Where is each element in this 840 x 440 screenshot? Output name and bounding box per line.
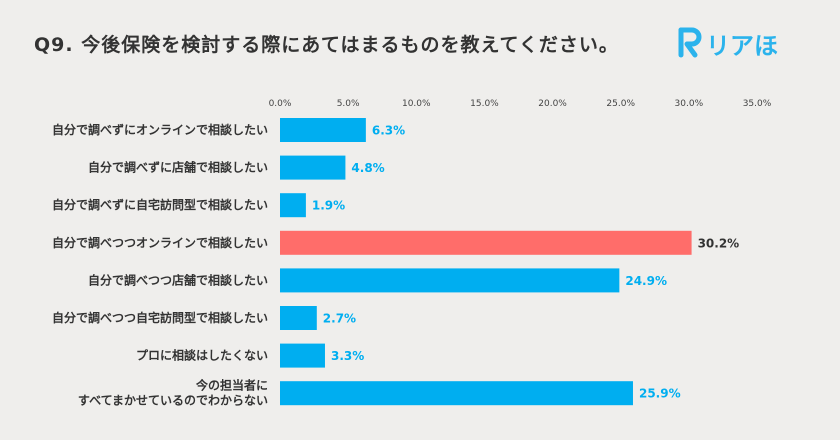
data-label: 1.9%: [312, 199, 345, 213]
bar: [280, 193, 306, 218]
bar: [280, 118, 366, 142]
bar: [280, 155, 346, 180]
x-tick-label: 0.0%: [269, 99, 292, 109]
data-label: 24.9%: [625, 274, 667, 288]
category-label: 今の担当者にすべてまかせているのでわからない: [78, 378, 268, 408]
bar: [280, 381, 633, 406]
x-tick-label: 35.0%: [743, 99, 772, 109]
bar-highlight: [280, 230, 692, 255]
bar: [280, 343, 325, 368]
x-tick-label: 10.0%: [402, 99, 431, 109]
category-label: プロに相談はしたくない: [136, 348, 268, 363]
data-label: 4.8%: [351, 161, 384, 175]
category-label: 自分で調べつつ店舗で相談したい: [88, 272, 268, 287]
category-label: 自分で調べずにオンラインで相談したい: [52, 122, 268, 137]
category-label: 自分で調べつつ自宅訪問型で相談したい: [52, 310, 268, 325]
category-label: 自分で調べつつオンラインで相談したい: [52, 235, 268, 250]
data-label: 2.7%: [323, 312, 356, 326]
data-label: 30.2%: [698, 236, 740, 250]
logo-r-icon: [678, 27, 702, 58]
bar: [280, 306, 317, 330]
x-tick-label: 15.0%: [470, 99, 499, 109]
x-tick-label: 5.0%: [337, 99, 360, 109]
category-label: 自分で調べずに自宅訪問型で相談したい: [52, 197, 268, 212]
chart-title: Q9. 今後保険を検討する際にあてはまるものを教えてください。: [34, 34, 619, 56]
x-tick-label: 25.0%: [606, 99, 635, 109]
category-label: 自分で調べずに店舗で相談したい: [88, 160, 268, 175]
bar: [280, 268, 620, 293]
data-label: 6.3%: [372, 124, 405, 138]
logo-text: リアほ: [706, 32, 778, 60]
data-label: 25.9%: [639, 387, 681, 401]
data-label: 3.3%: [331, 349, 364, 363]
x-tick-label: 20.0%: [538, 99, 567, 109]
x-tick-label: 30.0%: [675, 99, 704, 109]
logo: リアほ: [676, 24, 796, 60]
